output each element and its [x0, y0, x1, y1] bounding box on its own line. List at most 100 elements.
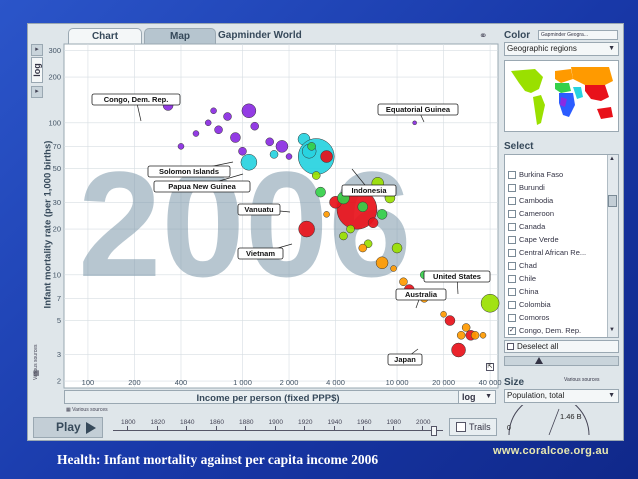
country-label[interactable]: Australia — [395, 288, 447, 309]
country-bubble[interactable] — [269, 150, 279, 159]
select-item[interactable]: Colombia — [507, 299, 605, 312]
country-select-list[interactable]: Burkina Faso Burundi Cambodia Cameroon Canad… — [504, 154, 619, 338]
country-bubble[interactable] — [440, 311, 447, 318]
select-item[interactable]: Burundi — [507, 182, 605, 195]
country-bubble[interactable] — [357, 201, 369, 213]
country-bubble[interactable] — [451, 342, 466, 358]
country-bubble[interactable] — [376, 209, 388, 220]
select-item[interactable]: Chile — [507, 273, 605, 286]
country-label[interactable]: United States — [423, 270, 491, 295]
country-bubble[interactable] — [367, 217, 379, 229]
country-bubble[interactable] — [315, 186, 326, 198]
x-axis-sources[interactable]: ▦ Various sources — [66, 407, 108, 413]
select-item-checkbox[interactable]: ✓ — [508, 327, 516, 335]
country-bubble[interactable] — [375, 256, 389, 270]
select-item[interactable]: Cameroon — [507, 208, 605, 221]
country-label[interactable]: Solomon Islands — [147, 161, 234, 178]
trails-toggle[interactable]: Trails — [449, 418, 497, 436]
y-axis-expand-arrow-icon[interactable]: ▸ — [31, 44, 43, 56]
country-bubble[interactable] — [358, 243, 368, 253]
select-item-checkbox[interactable] — [508, 184, 516, 192]
timeline-thumb[interactable] — [431, 426, 437, 436]
country-bubble[interactable] — [456, 331, 466, 340]
country-bubble[interactable] — [238, 146, 247, 156]
country-bubble[interactable] — [204, 119, 212, 127]
select-item-checkbox[interactable] — [508, 210, 516, 218]
y-sources-grid-icon[interactable]: ▦ — [33, 370, 40, 377]
country-bubble[interactable] — [307, 142, 316, 151]
select-item[interactable]: Cape Verde — [507, 234, 605, 247]
select-scrollbar[interactable]: ▲ ▼ — [607, 155, 618, 337]
size-sources[interactable]: Various sources — [564, 377, 600, 383]
country-label[interactable]: Indonesia — [341, 168, 397, 197]
color-legend-map[interactable] — [504, 60, 619, 132]
select-item[interactable]: Cambodia — [507, 195, 605, 208]
x-scale-select[interactable]: log ▼ — [458, 390, 496, 404]
country-bubble[interactable] — [241, 103, 257, 119]
select-item-checkbox[interactable] — [508, 275, 516, 283]
size-select[interactable]: Population, total ▼ — [504, 389, 619, 403]
country-bubble[interactable] — [311, 171, 321, 180]
select-item-checkbox[interactable] — [508, 262, 516, 270]
country-bubble[interactable] — [177, 143, 185, 150]
select-item-checkbox[interactable] — [508, 236, 516, 244]
timeline-slider[interactable]: 1800 1820 1840 1860 1880 1900 1920 1940 1960 1980… — [113, 417, 449, 438]
tab-map[interactable]: Map — [144, 28, 216, 45]
scroll-up-arrow-icon[interactable]: ▲ — [609, 156, 615, 162]
country-bubble[interactable] — [470, 331, 480, 340]
country-bubble[interactable] — [339, 231, 348, 241]
country-bubble[interactable] — [275, 140, 289, 153]
country-bubble[interactable] — [214, 125, 223, 135]
select-item-checkbox[interactable] — [508, 314, 516, 322]
select-item-checkbox[interactable] — [508, 223, 516, 231]
select-item-checkbox[interactable] — [508, 249, 516, 257]
select-item[interactable]: Central African Re... — [507, 247, 605, 260]
select-item[interactable]: ✓ Congo, Dem. Rep. — [507, 325, 605, 338]
country-bubble[interactable] — [285, 153, 293, 160]
country-label[interactable]: Equatorial Guinea — [377, 103, 459, 123]
resize-icon[interactable]: ⇱ — [486, 363, 494, 371]
color-source-select[interactable]: Gapminder Geogra... — [538, 30, 618, 40]
trails-checkbox[interactable] — [456, 422, 466, 432]
country-bubble[interactable] — [346, 224, 355, 234]
country-bubble[interactable] — [399, 277, 408, 287]
country-label[interactable]: Japan — [387, 348, 423, 366]
deselect-all-button[interactable]: Deselect all — [504, 340, 619, 353]
x-axis-label[interactable]: Income per person (fixed PPP$) — [196, 393, 340, 404]
opacity-slider[interactable] — [504, 356, 619, 366]
color-select[interactable]: Geographic regions ▼ — [504, 42, 619, 56]
select-item-checkbox[interactable] — [508, 171, 516, 179]
country-label[interactable]: Congo, Dem. Rep. — [91, 93, 181, 122]
select-item[interactable]: China — [507, 286, 605, 299]
link-icon[interactable]: ⚭ — [479, 31, 488, 42]
country-bubble[interactable] — [444, 315, 456, 326]
select-item[interactable]: Chad — [507, 260, 605, 273]
country-bubble[interactable] — [210, 107, 217, 115]
country-label[interactable]: Papua New Guinea — [153, 173, 251, 193]
select-item-checkbox[interactable] — [508, 197, 516, 205]
scroll-thumb[interactable] — [608, 195, 617, 207]
country-label[interactable]: Vietnam — [237, 243, 293, 260]
scroll-down-arrow-icon[interactable]: ▼ — [609, 327, 615, 333]
country-bubble[interactable] — [391, 242, 403, 254]
country-bubble[interactable] — [192, 130, 200, 137]
size-gauge[interactable]: 1.46 B 0 — [504, 394, 619, 436]
country-bubble[interactable] — [223, 112, 232, 121]
select-item[interactable]: Comoros — [507, 312, 605, 325]
country-bubble[interactable] — [461, 323, 471, 332]
country-bubble[interactable] — [323, 211, 330, 218]
country-bubble[interactable] — [298, 220, 315, 238]
select-item-checkbox[interactable] — [508, 288, 516, 296]
select-item[interactable]: Burkina Faso — [507, 169, 605, 182]
country-bubble[interactable] — [479, 332, 487, 339]
country-bubble[interactable] — [390, 265, 397, 272]
tab-chart[interactable]: Chart — [68, 28, 142, 45]
country-bubble[interactable] — [240, 154, 258, 171]
country-bubble[interactable] — [250, 121, 259, 131]
country-bubble[interactable] — [480, 293, 500, 313]
y-scale-select[interactable]: log — [31, 57, 43, 83]
select-item[interactable]: Canada — [507, 221, 605, 234]
country-bubble[interactable] — [265, 137, 274, 147]
select-item-checkbox[interactable] — [508, 301, 516, 309]
country-bubble[interactable] — [412, 120, 417, 126]
